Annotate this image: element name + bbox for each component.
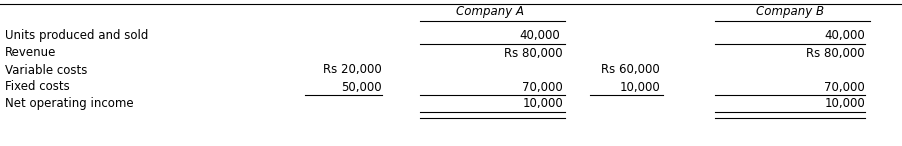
Text: Fixed costs: Fixed costs — [5, 80, 69, 93]
Text: Rs 60,000: Rs 60,000 — [601, 64, 659, 77]
Text: 70,000: 70,000 — [521, 80, 562, 93]
Text: 10,000: 10,000 — [619, 80, 659, 93]
Text: 50,000: 50,000 — [341, 80, 382, 93]
Text: Revenue: Revenue — [5, 46, 56, 60]
Text: Net operating income: Net operating income — [5, 98, 133, 111]
Text: Company A: Company A — [456, 6, 523, 19]
Text: 40,000: 40,000 — [824, 29, 864, 42]
Text: Variable costs: Variable costs — [5, 64, 87, 77]
Text: 10,000: 10,000 — [521, 98, 562, 111]
Text: 40,000: 40,000 — [519, 29, 559, 42]
Text: Rs 20,000: Rs 20,000 — [323, 64, 382, 77]
Text: 70,000: 70,000 — [824, 80, 864, 93]
Text: Rs 80,000: Rs 80,000 — [504, 46, 562, 60]
Text: Rs 80,000: Rs 80,000 — [805, 46, 864, 60]
Text: Units produced and sold: Units produced and sold — [5, 29, 148, 42]
Text: Company B: Company B — [755, 6, 824, 19]
Text: 10,000: 10,000 — [824, 98, 864, 111]
